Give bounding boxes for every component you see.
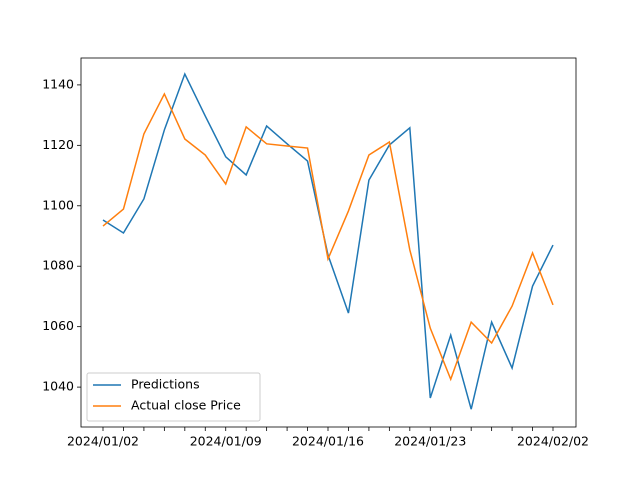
x-tick-label: 2024/01/23 bbox=[394, 434, 466, 449]
y-tick-label: 1100 bbox=[42, 197, 74, 212]
y-tick-label: 1120 bbox=[42, 137, 74, 152]
y-tick-label: 1040 bbox=[42, 379, 74, 394]
legend: Predictions Actual close Price bbox=[86, 372, 261, 422]
legend-label: Actual close Price bbox=[131, 398, 241, 413]
y-tick-label: 1140 bbox=[42, 76, 74, 91]
legend-box bbox=[86, 372, 261, 422]
x-tick-label: 2024/01/09 bbox=[190, 434, 262, 449]
x-tick-label: 2024/01/16 bbox=[292, 434, 364, 449]
y-tick-label: 1080 bbox=[42, 258, 74, 273]
series-line bbox=[102, 92, 554, 382]
x-tick-label: 2024/01/02 bbox=[67, 434, 139, 449]
x-tick-label: 2024/02/02 bbox=[517, 434, 589, 449]
series-line bbox=[102, 72, 554, 410]
plot-frame bbox=[80, 57, 577, 428]
legend-label: Predictions bbox=[131, 377, 200, 392]
y-tick-label: 1060 bbox=[42, 318, 74, 333]
